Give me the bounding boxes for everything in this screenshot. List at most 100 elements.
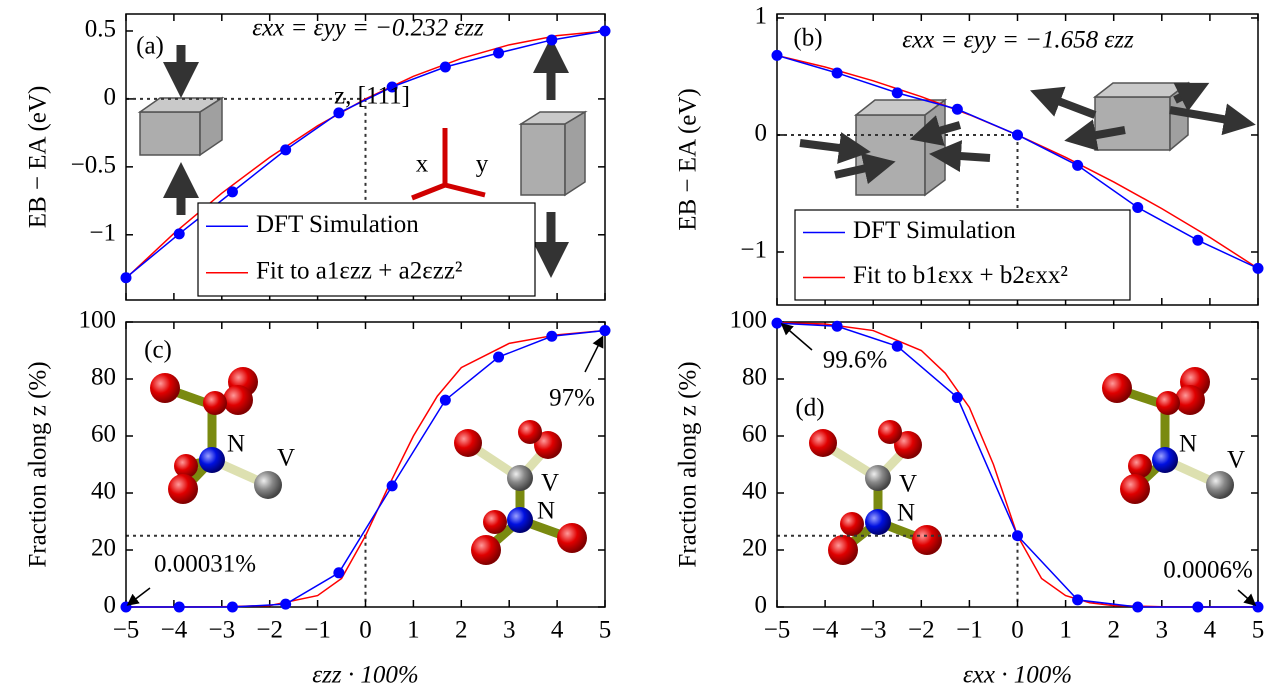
- annotation: 0.00031%: [154, 551, 256, 578]
- y-tick-label: 100: [79, 307, 117, 334]
- series-line: [126, 329, 606, 608]
- annotation: V: [899, 471, 917, 498]
- x-tick-label: −1: [956, 617, 983, 644]
- data-point: [386, 480, 398, 492]
- legend-label: DFT Simulation: [853, 217, 1016, 244]
- panel-label: (d): [795, 395, 824, 422]
- data-point: [546, 330, 558, 342]
- x-tick-label: 3: [503, 617, 516, 644]
- data-point: [1072, 159, 1084, 171]
- data-point: [173, 601, 185, 613]
- y-tick-label: 1: [755, 3, 768, 30]
- data-point: [831, 320, 843, 332]
- data-point: [120, 272, 132, 284]
- data-point: [546, 34, 558, 46]
- y-axis-label: EB − EA (eV): [675, 88, 702, 231]
- x-tick-label: −4: [161, 617, 188, 644]
- data-point: [891, 340, 903, 352]
- y-tick-label: 60: [91, 421, 116, 448]
- data-point: [1012, 129, 1023, 141]
- y-tick-label: 80: [91, 364, 116, 391]
- annotation: V: [541, 470, 559, 497]
- cube: [853, 81, 1191, 197]
- x-tick-label: 1: [1059, 617, 1072, 644]
- annotation: y: [476, 151, 489, 178]
- chart-panel: 0 20 40 60 80 100 −5 −4 −3 −2 −1 0 1 2 3 4 5 εzz · 100% Fr…: [25, 307, 612, 689]
- annotation: N: [537, 498, 555, 525]
- annotation-arrow: [780, 323, 813, 351]
- y-tick-label: 0: [104, 592, 117, 619]
- annotation: 97%: [549, 385, 595, 412]
- legend-box: [197, 202, 536, 297]
- panel-label: (b): [793, 25, 822, 52]
- y-tick-label: 0.5: [85, 16, 116, 43]
- data-point: [333, 567, 345, 579]
- data-point: [226, 601, 238, 613]
- annotation-arrow: [126, 587, 151, 606]
- x-tick-label: −1: [304, 617, 331, 644]
- legend-label: DFT Simulation: [256, 211, 419, 238]
- data-point: [1132, 601, 1144, 613]
- y-tick-label: 60: [742, 421, 767, 448]
- data-point: [1192, 234, 1204, 246]
- x-tick-label: −3: [208, 617, 235, 644]
- x-tick-label: −5: [113, 617, 140, 644]
- x-tick-label: 2: [1107, 617, 1120, 644]
- x-axis-label: εxx · 100%: [963, 662, 1072, 689]
- data-point: [280, 598, 292, 610]
- legend-label: Fit to a1εzz + a2εzz²: [256, 257, 462, 284]
- data-point: [386, 81, 398, 93]
- data-point: [333, 107, 345, 119]
- data-point: [280, 144, 292, 156]
- y-tick-label: 0: [104, 84, 117, 111]
- compressed-cube: [137, 96, 225, 157]
- illustrations: [137, 37, 1256, 565]
- x-tick-label: −2: [256, 617, 283, 644]
- x-tick-label: 1: [407, 617, 420, 644]
- x-axis-label: εzz · 100%: [312, 662, 418, 689]
- x-tick-label: 3: [1156, 617, 1169, 644]
- y-tick-label: 0: [755, 120, 768, 147]
- data-point: [891, 87, 903, 99]
- data-point: [1132, 202, 1144, 214]
- x-tick-label: 5: [599, 617, 612, 644]
- x-tick-label: 2: [455, 617, 468, 644]
- chart-panel: −1 0 1 EB − EA (eV) (b) εxx = εyy = −1.658 εz…: [675, 3, 1264, 306]
- data-point: [493, 351, 505, 363]
- y-tick-label: −1: [89, 220, 116, 247]
- y-tick-label: 20: [742, 535, 767, 562]
- annotation: N: [897, 500, 915, 527]
- x-tick-label: −3: [860, 617, 887, 644]
- annotation: V: [1227, 447, 1245, 474]
- y-axis-label: Fraction along z (%): [675, 361, 702, 567]
- y-tick-label: 20: [91, 535, 116, 562]
- annotation-arrow: [1237, 589, 1257, 606]
- data-point: [771, 49, 783, 61]
- y-axis-label: Fraction along z (%): [25, 361, 52, 567]
- data-point: [439, 394, 451, 406]
- annotation: V: [277, 445, 295, 472]
- data-point: [493, 47, 505, 59]
- axes-triad: [411, 128, 486, 201]
- x-tick-label: −4: [812, 617, 839, 644]
- annotation: N: [1179, 431, 1197, 458]
- x-tick-label: 5: [1252, 617, 1265, 644]
- chart-panel: 0 20 40 60 80 100 −5 −4 −3 −2 −1 0 1 2 3 4 5 εxx · 100% Fr…: [675, 307, 1265, 689]
- legend-label: Fit to b1εxx + b2εxx²: [853, 262, 1068, 289]
- annotation: x: [416, 151, 429, 178]
- y-tick-label: −1: [740, 237, 767, 264]
- x-tick-label: 4: [1204, 617, 1217, 644]
- data-point: [1072, 594, 1084, 606]
- y-tick-label: 0: [755, 592, 768, 619]
- x-tick-label: −2: [908, 617, 935, 644]
- equation: εxx = εyy = −0.232 εzz: [252, 15, 484, 42]
- data-point: [951, 103, 963, 115]
- annotation: 99.6%: [823, 347, 888, 374]
- equation: εxx = εyy = −1.658 εzz: [902, 27, 1134, 54]
- data-point: [173, 228, 185, 240]
- x-tick-label: 4: [551, 617, 564, 644]
- panel-label: (c): [144, 337, 172, 364]
- molecule: [809, 420, 942, 565]
- data-point: [1192, 601, 1204, 613]
